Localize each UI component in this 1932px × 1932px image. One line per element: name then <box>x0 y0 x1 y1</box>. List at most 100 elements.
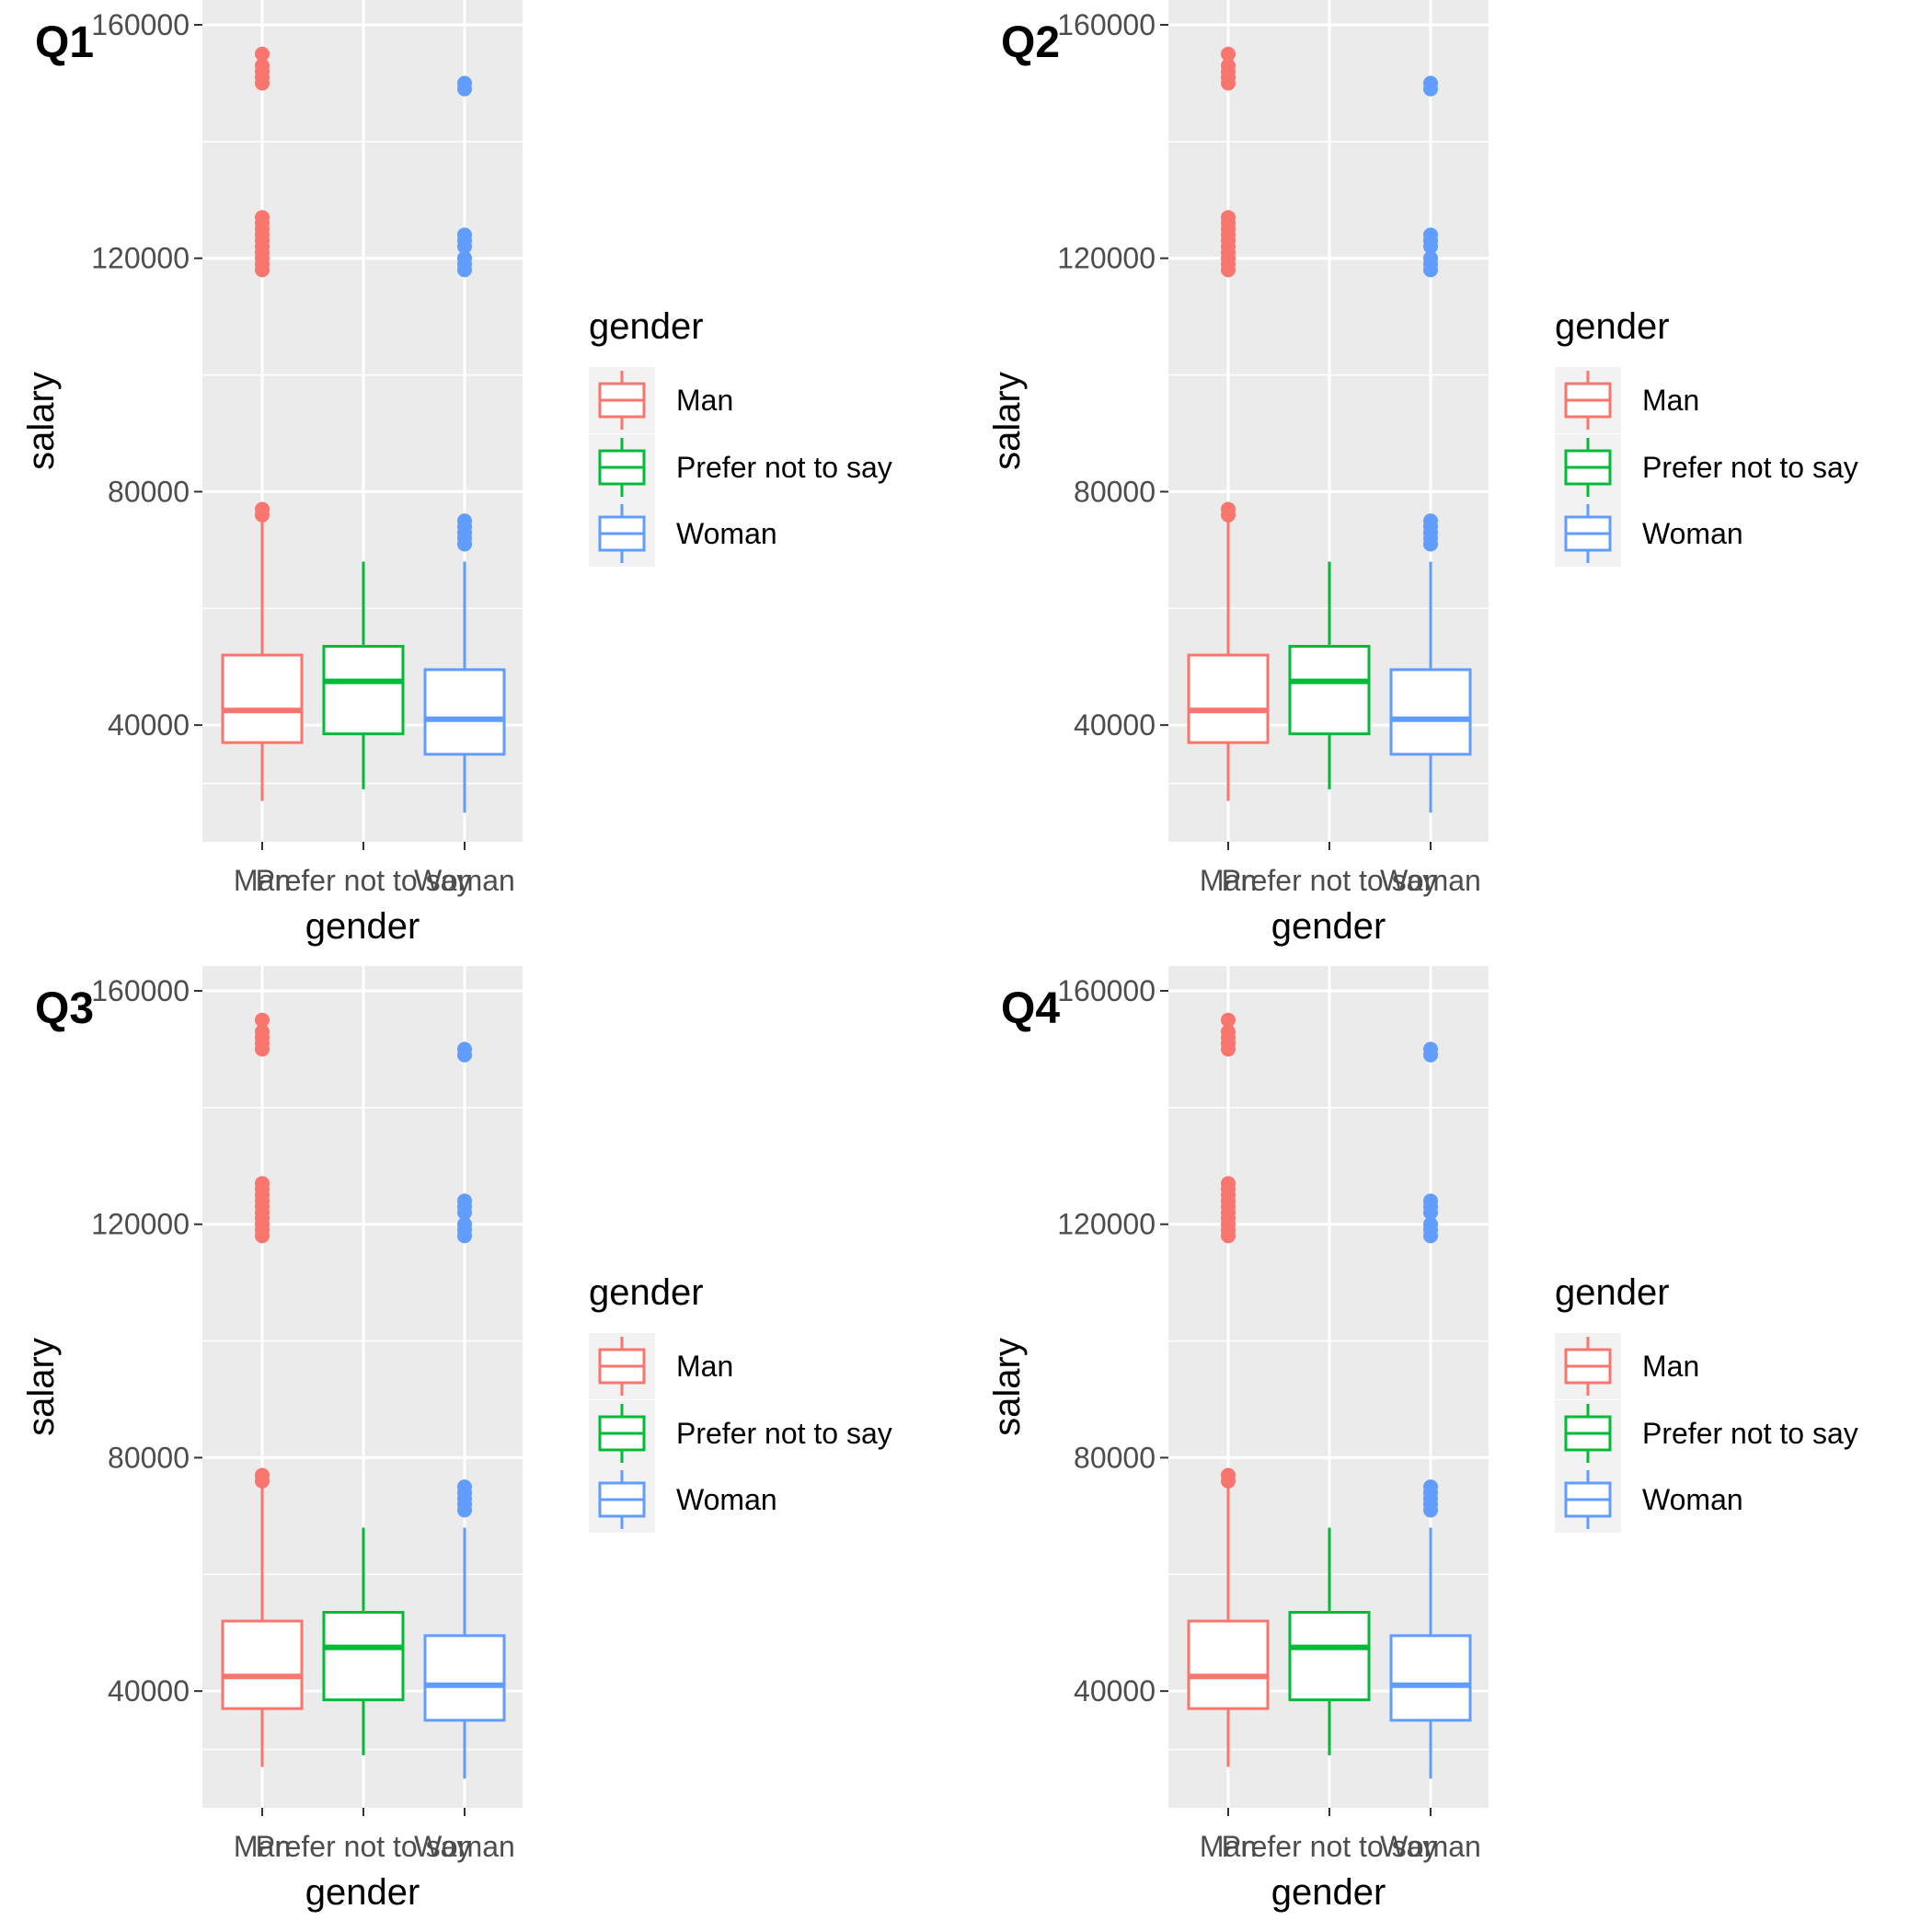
legend-key-prefer-not-to-say: Prefer not to say <box>1555 434 1858 500</box>
outlier-point <box>457 1193 472 1208</box>
outlier-point <box>1221 501 1236 516</box>
legend-title: gender <box>589 306 704 347</box>
y-tick-label: 160000 <box>1057 8 1156 41</box>
outlier-point <box>457 75 472 90</box>
legend-label: Man <box>1642 1350 1699 1383</box>
legend: gender Man Prefer not to say Woman <box>1555 1272 1858 1533</box>
legend-label: Woman <box>676 517 777 550</box>
x-axis-title: gender <box>1271 1872 1386 1913</box>
outlier-point <box>1221 210 1236 224</box>
legend-key-woman: Woman <box>589 500 777 567</box>
y-tick-label: 120000 <box>91 1208 190 1241</box>
outlier-point <box>1423 1193 1438 1208</box>
legend-title: gender <box>1555 306 1670 347</box>
y-tick-label: 120000 <box>1057 242 1156 275</box>
legend-label: Woman <box>676 1483 777 1516</box>
outlier-point <box>1423 513 1438 528</box>
legend-key-man: Man <box>1555 1333 1699 1399</box>
y-tick-label: 40000 <box>1074 708 1156 742</box>
legend: gender Man Prefer not to say Woman <box>1555 306 1858 567</box>
y-tick-label: 40000 <box>108 708 190 742</box>
box-iqr <box>223 1621 302 1708</box>
y-tick-label: 40000 <box>108 1674 190 1708</box>
y-axis-title: salary <box>21 1338 62 1436</box>
legend-label: Man <box>676 384 733 417</box>
y-tick-label: 120000 <box>91 242 190 275</box>
legend-key-man: Man <box>589 367 733 433</box>
box-iqr <box>1391 1636 1470 1720</box>
x-axis-title: gender <box>305 906 420 947</box>
legend-key-woman: Woman <box>589 1466 777 1533</box>
legend-label: Prefer not to say <box>676 451 892 484</box>
outlier-point <box>457 513 472 528</box>
box-iqr <box>425 670 504 754</box>
outlier-point <box>457 1041 472 1056</box>
outlier-point <box>255 501 270 516</box>
outlier-point <box>255 1467 270 1482</box>
box-iqr <box>1290 1613 1369 1700</box>
outlier-point <box>457 227 472 242</box>
legend-title: gender <box>1555 1272 1670 1313</box>
legend-label: Woman <box>1642 1483 1743 1516</box>
panel-tag: Q2 <box>1001 18 1060 67</box>
y-tick-label: 120000 <box>1057 1208 1156 1241</box>
y-tick-label: 160000 <box>1057 974 1156 1007</box>
legend-label: Woman <box>1642 517 1743 550</box>
legend: gender Man Prefer not to say Woman <box>589 1272 892 1533</box>
x-tick-label: Woman <box>1380 1830 1481 1863</box>
chart-panel-q2: 40000 80000 120000 160000 Man Prefer not to s… <box>987 0 1858 947</box>
outlier-point <box>1423 1041 1438 1056</box>
legend-title: gender <box>589 1272 704 1313</box>
legend-key-woman: Woman <box>1555 1466 1743 1533</box>
outlier-point <box>457 1479 472 1494</box>
legend-key-man: Man <box>589 1333 733 1399</box>
outlier-point <box>255 47 270 62</box>
y-tick-label: 80000 <box>108 475 190 508</box>
outlier-point <box>1423 75 1438 90</box>
legend-key-woman: Woman <box>1555 500 1743 567</box>
y-tick-label: 160000 <box>91 974 190 1007</box>
chart-panel-q1: 40000 80000 120000 160000 Man Prefer not to s… <box>21 0 892 947</box>
box-iqr <box>1290 647 1369 734</box>
legend-label: Prefer not to say <box>1642 1417 1858 1450</box>
x-axis-title: gender <box>305 1872 420 1913</box>
box-iqr <box>1189 1621 1268 1708</box>
outlier-point <box>1423 227 1438 242</box>
x-tick-label: Woman <box>1380 864 1481 897</box>
outlier-point <box>1221 1467 1236 1482</box>
box-iqr <box>1391 670 1470 754</box>
box-iqr <box>1189 655 1268 742</box>
panel-tag: Q3 <box>35 984 94 1033</box>
legend-label: Man <box>1642 384 1699 417</box>
y-axis-title: salary <box>987 1338 1028 1436</box>
chart-panel-q4: 40000 80000 120000 160000 Man Prefer not to s… <box>987 966 1858 1913</box>
legend-key-prefer-not-to-say: Prefer not to say <box>589 1400 892 1466</box>
y-axis-title: salary <box>987 372 1028 470</box>
outlier-point <box>255 210 270 224</box>
y-tick-label: 80000 <box>1074 475 1156 508</box>
y-tick-label: 40000 <box>1074 1674 1156 1708</box>
legend-label: Prefer not to say <box>676 1417 892 1450</box>
outlier-point <box>1221 1013 1236 1028</box>
legend-key-prefer-not-to-say: Prefer not to say <box>589 434 892 500</box>
box-iqr <box>223 655 302 742</box>
y-axis-title: salary <box>21 372 62 470</box>
x-axis-title: gender <box>1271 906 1386 947</box>
panel-tag: Q4 <box>1001 984 1060 1033</box>
box-iqr <box>425 1636 504 1720</box>
box-iqr <box>324 1613 403 1700</box>
legend-key-prefer-not-to-say: Prefer not to say <box>1555 1400 1858 1466</box>
outlier-point <box>255 1013 270 1028</box>
legend-label: Prefer not to say <box>1642 451 1858 484</box>
y-tick-label: 80000 <box>108 1441 190 1474</box>
panel-tag: Q1 <box>35 18 94 67</box>
y-tick-label: 80000 <box>1074 1441 1156 1474</box>
outlier-point <box>255 1176 270 1190</box>
legend: gender Man Prefer not to say Woman <box>589 306 892 567</box>
outlier-point <box>1423 1479 1438 1494</box>
outlier-point <box>1221 47 1236 62</box>
y-tick-label: 160000 <box>91 8 190 41</box>
legend-key-man: Man <box>1555 367 1699 433</box>
legend-label: Man <box>676 1350 733 1383</box>
